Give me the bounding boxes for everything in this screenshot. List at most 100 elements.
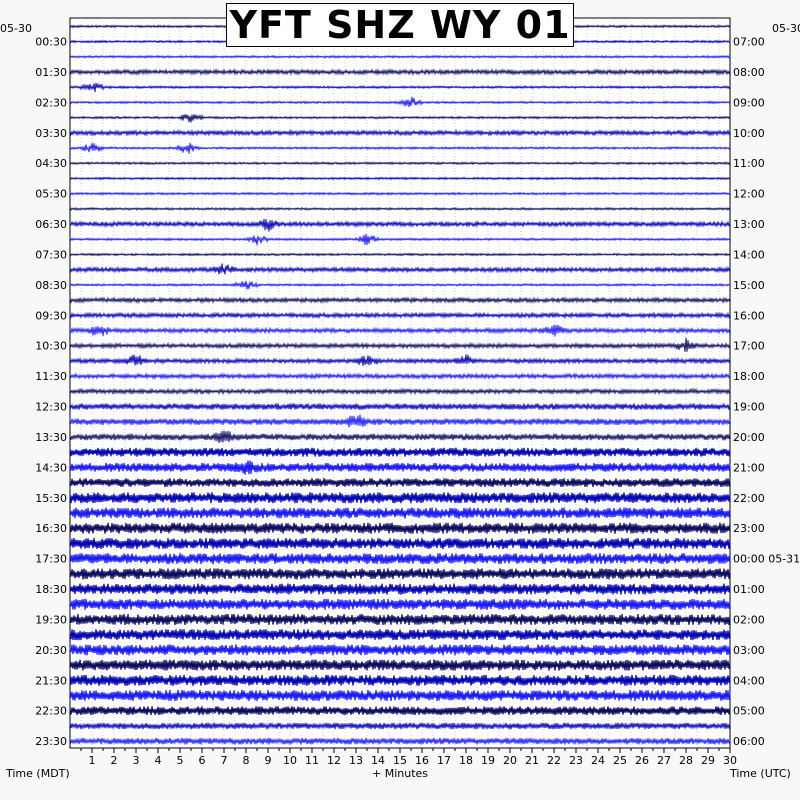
left-time-label: 14:30	[35, 461, 67, 474]
trace-row	[69, 414, 731, 428]
trace-row	[69, 68, 731, 76]
left-time-label: 04:30	[35, 157, 67, 170]
trace-row	[69, 430, 731, 443]
left-time-label: 10:30	[35, 340, 67, 353]
left-time-label: 19:30	[35, 613, 67, 626]
trace-row	[69, 583, 731, 595]
left-date-label: 05-30	[0, 22, 32, 35]
x-tick-label: 3	[133, 754, 140, 767]
x-tick-label: 28	[679, 754, 693, 767]
trace-row	[69, 263, 731, 275]
right-time-label: 00:00 05-31	[733, 553, 800, 566]
trace-row	[69, 613, 731, 626]
right-time-label: 08:00	[733, 66, 765, 79]
trace-row	[69, 252, 731, 257]
right-time-label: 02:00	[733, 613, 765, 626]
x-tick-label: 30	[723, 754, 737, 767]
trace-row	[69, 113, 731, 123]
trace-row	[69, 218, 731, 232]
trace-row	[69, 460, 731, 475]
trace-row	[69, 553, 731, 565]
right-time-label: 19:00	[733, 401, 765, 414]
right-time-label: 17:00	[733, 340, 765, 353]
right-time-label: 13:00	[733, 218, 765, 231]
x-tick-label: 10	[283, 754, 297, 767]
right-time-label: 06:00	[733, 735, 765, 748]
x-tick-label: 4	[155, 754, 162, 767]
right-time-label: 09:00	[733, 96, 765, 109]
right-time-label: 15:00	[733, 279, 765, 292]
left-time-label: 11:30	[35, 370, 67, 383]
trace-row	[69, 128, 731, 137]
x-tick-label: 18	[459, 754, 473, 767]
x-tick-label: 21	[525, 754, 539, 767]
left-time-label: 12:30	[35, 401, 67, 414]
left-time-label: 05:30	[35, 188, 67, 201]
right-time-label: 03:00	[733, 644, 765, 657]
right-time-label: 05:00	[733, 705, 765, 718]
x-tick-label: 1	[89, 754, 96, 767]
left-time-label: 22:30	[35, 705, 67, 718]
left-time-ticks: 00:30 01:30 02:30 03:30 04:30 05:30 06:30 07:30…	[35, 36, 67, 749]
trace-row	[69, 659, 731, 671]
left-time-label: 03:30	[35, 127, 67, 140]
x-tick-label: 9	[265, 754, 272, 767]
left-time-label: 06:30	[35, 218, 67, 231]
x-tick-label: 16	[415, 754, 429, 767]
right-axis-label: Time (UTC)	[730, 767, 791, 780]
x-tick-label: 6	[199, 754, 206, 767]
left-time-label: 02:30	[35, 96, 67, 109]
trace-row	[69, 629, 731, 641]
plot-area	[69, 17, 731, 749]
trace-row	[69, 674, 731, 686]
right-time-label: 18:00	[733, 370, 765, 383]
trace-row	[69, 372, 731, 381]
left-time-label: 00:30	[35, 36, 67, 49]
x-tick-label: 12	[327, 754, 341, 767]
trace-row	[69, 507, 731, 519]
right-time-label: 21:00	[733, 461, 765, 474]
left-time-label: 18:30	[35, 583, 67, 596]
trace-row	[69, 644, 731, 656]
left-time-label: 09:30	[35, 309, 67, 322]
seismic-traces	[69, 24, 731, 746]
chart-title: YFT SHZ WY 01	[229, 3, 571, 47]
trace-row	[69, 706, 731, 716]
x-tick-label: 5	[177, 754, 184, 767]
trace-row	[69, 447, 731, 457]
x-tick-label: 25	[613, 754, 627, 767]
left-time-label: 08:30	[35, 279, 67, 292]
trace-row	[69, 324, 731, 337]
trace-row	[69, 721, 731, 731]
x-tick-label: 17	[437, 754, 451, 767]
trace-row	[69, 478, 731, 488]
trace-row	[69, 311, 731, 320]
left-time-label: 15:30	[35, 492, 67, 505]
bottom-axis-label: + Minutes	[372, 767, 429, 780]
trace-row	[69, 737, 731, 746]
trace-row	[69, 191, 731, 196]
x-tick-label: 13	[349, 754, 363, 767]
trace-row	[69, 234, 731, 246]
x-tick-label: 29	[701, 754, 715, 767]
trace-row	[69, 492, 731, 504]
left-time-label: 13:30	[35, 431, 67, 444]
trace-row	[69, 206, 731, 212]
right-time-label: 23:00	[733, 522, 765, 535]
x-tick-label: 23	[569, 754, 583, 767]
left-time-label: 20:30	[35, 644, 67, 657]
trace-row	[69, 598, 731, 610]
x-tick-label: 11	[305, 754, 319, 767]
trace-row	[69, 537, 731, 549]
trace-row	[69, 402, 731, 411]
left-time-label: 21:30	[35, 674, 67, 687]
minute-ticks: 1 2 3 4 5 6 7 8 9 10 11 12 13 14 15 16 17 18 19 20 21 22 23 24 2…	[80, 748, 737, 767]
trace-row	[69, 96, 731, 108]
left-time-label: 01:30	[35, 66, 67, 79]
x-tick-label: 24	[591, 754, 605, 767]
trace-row	[69, 280, 731, 290]
trace-row	[69, 354, 731, 367]
left-time-label: 07:30	[35, 248, 67, 261]
right-time-label: 12:00	[733, 188, 765, 201]
right-time-label: 07:00	[733, 36, 765, 49]
